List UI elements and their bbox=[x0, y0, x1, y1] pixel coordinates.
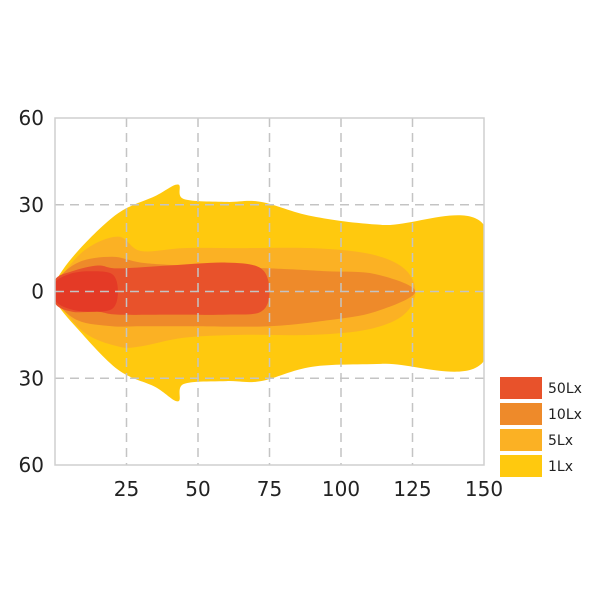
legend-swatch-5lx bbox=[500, 429, 542, 451]
plot-frame bbox=[54, 117, 485, 466]
legend-label-1lx: 1Lx bbox=[548, 459, 573, 475]
y-tick-label: 60 bbox=[19, 106, 44, 130]
legend-swatch-10lx bbox=[500, 403, 542, 425]
legend: 50Lx 10Lx 5Lx 1Lx bbox=[500, 377, 582, 477]
legend-label-10lx: 10Lx bbox=[548, 407, 582, 423]
legend-label-50lx: 50Lx bbox=[548, 381, 582, 397]
x-tick-label: 125 bbox=[393, 477, 431, 501]
x-tick-label: 150 bbox=[465, 477, 503, 501]
x-tick-label: 100 bbox=[322, 477, 360, 501]
y-tick-label: 60 bbox=[19, 453, 44, 477]
x-tick-label: 25 bbox=[114, 477, 139, 501]
legend-label-5lx: 5Lx bbox=[548, 433, 573, 449]
legend-swatch-50lx bbox=[500, 377, 542, 399]
x-axis-ticks: 25 50 75 100 125 150 bbox=[114, 477, 503, 501]
x-tick-label: 50 bbox=[185, 477, 210, 501]
y-axis-ticks: 60 30 0 30 60 bbox=[19, 106, 44, 477]
isolux-areas bbox=[55, 184, 484, 402]
legend-swatch-1lx bbox=[500, 455, 542, 477]
y-tick-label: 30 bbox=[19, 193, 44, 217]
y-tick-label: 0 bbox=[31, 280, 44, 304]
grid-lines bbox=[55, 118, 484, 465]
y-tick-label: 30 bbox=[19, 366, 44, 390]
x-tick-label: 75 bbox=[257, 477, 282, 501]
